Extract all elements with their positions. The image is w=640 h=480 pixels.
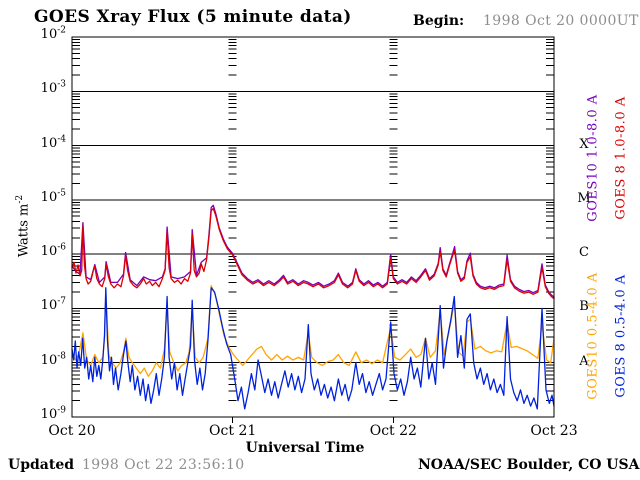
flare-class-label-m: M	[577, 190, 591, 206]
legend-entry-goes-8-1-0-8-0-a: GOES 8 1.0-8.0 A	[613, 96, 629, 220]
legend-entry-goes10-1-0-8-0-a: GOES10 1.0-8.0 A	[585, 94, 601, 222]
legend-entry-goes-8-0-5-4-0-a: GOES 8 0.5-4.0 A	[613, 274, 629, 398]
x-tick-label: Oct 22	[369, 423, 417, 439]
series-line-goes-8-0-5-4-0-a	[71, 287, 555, 410]
y-axis-title: Watts m-2	[15, 194, 32, 258]
y-tick-label: 10-6	[40, 242, 66, 260]
updated-label: Updated	[8, 457, 75, 473]
x-tick-label: Oct 23	[530, 423, 578, 439]
flare-class-label-a: A	[579, 353, 589, 369]
y-tick-label: 10-2	[40, 25, 66, 42]
y-tick-label: 10-5	[40, 188, 66, 205]
y-tick-label: 10-7	[40, 297, 66, 314]
updated-value: 1998 Oct 22 23:56:10	[82, 457, 245, 473]
begin-value: 1998 Oct 20 0000UT	[483, 13, 639, 29]
flare-class-label-b: B	[579, 299, 589, 315]
begin-label: Begin:	[413, 13, 465, 29]
y-tick-label: 10-4	[40, 134, 66, 151]
series-line-goes10-1-0-8-0-a	[71, 204, 555, 298]
credit-text: NOAA/SEC Boulder, CO USA	[418, 457, 640, 473]
y-tick-label: 10-8	[40, 351, 66, 368]
legend-entry-goes10-0-5-4-0-a: GOES10 0.5-4.0 A	[585, 272, 601, 400]
x-tick-label: Oct 20	[48, 423, 96, 439]
flare-class-label-c: C	[579, 245, 589, 261]
flare-class-label-x: X	[579, 136, 589, 152]
y-tick-label: 10-3	[40, 79, 66, 97]
plot-frame	[71, 36, 555, 418]
x-axis-title: Universal Time	[245, 440, 365, 456]
page-title: GOES Xray Flux (5 minute data)	[34, 7, 352, 27]
y-tick-label: 10-9	[40, 405, 66, 422]
series-line-goes-8-1-0-8-0-a	[71, 207, 555, 300]
x-tick-label: Oct 21	[209, 423, 257, 439]
